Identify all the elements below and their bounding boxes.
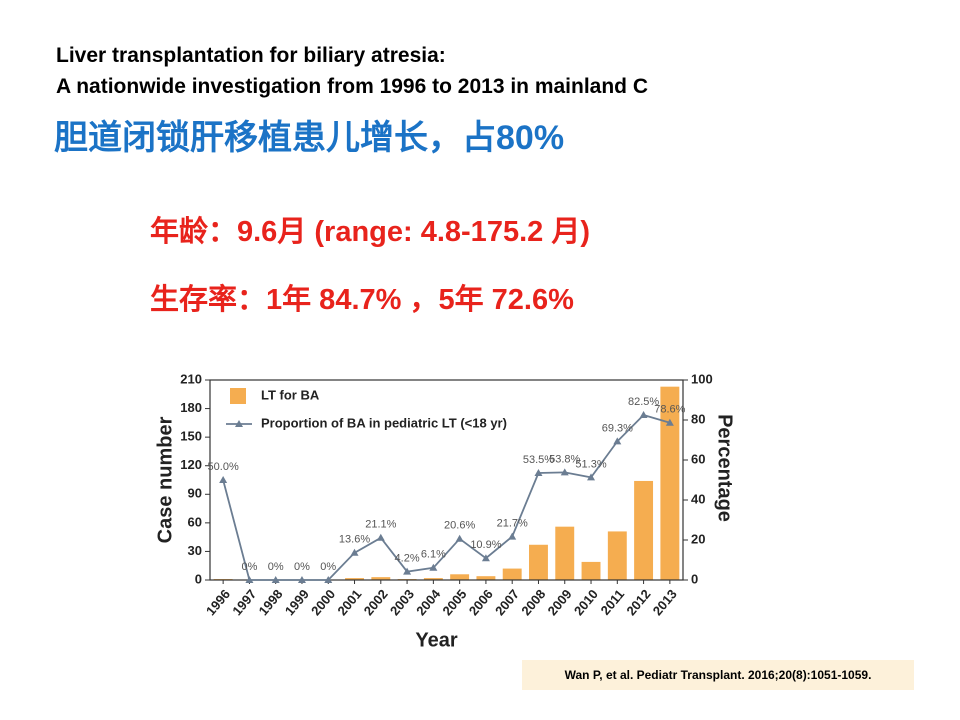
line-marker (376, 533, 385, 541)
legend-label: Proportion of BA in pediatric LT (<18 yr… (261, 415, 507, 430)
data-label: 4.2% (395, 553, 420, 565)
x-tick-label: 1998 (256, 586, 286, 618)
bar (502, 568, 522, 580)
x-tick-label: 2010 (571, 586, 601, 618)
line (222, 413, 671, 581)
y2-tick-label: 100 (691, 371, 713, 386)
line-marker (534, 469, 543, 476)
line-marker (481, 554, 490, 562)
data-label: 51.3% (575, 458, 606, 470)
bar (371, 577, 391, 580)
bar (423, 578, 443, 580)
bar (660, 386, 680, 580)
x-tick-label: 1999 (282, 586, 312, 618)
data-label: 53.5% (523, 454, 554, 466)
bullet: 年龄：9.6月 (range: 4.8-175.2 月) (150, 216, 590, 248)
plot-frame (209, 379, 684, 581)
data-label: 78.6% (654, 404, 685, 416)
headline: 胆道闭锁肝移植患儿增长，占80% (54, 119, 565, 157)
y-axis-title: Case number (154, 416, 176, 543)
x-tick-label: 2002 (361, 586, 391, 618)
x-tick-label: 2011 (598, 586, 628, 617)
x-tick-label: 2009 (545, 586, 575, 618)
bar (476, 576, 496, 580)
y2-tick-label: 60 (691, 451, 705, 466)
y-tick-label: 210 (180, 371, 202, 386)
y2-tick-label: 20 (691, 531, 705, 546)
y-tick-label: 150 (180, 429, 202, 444)
data-label: 53.8% (549, 453, 580, 465)
citation: Wan P, et al. Pediatr Transplant. 2016;2… (522, 660, 914, 690)
line-marker (324, 576, 333, 583)
y2-tick-label: 80 (691, 411, 705, 426)
line-marker (587, 473, 596, 481)
x-tick-label: 2000 (308, 586, 338, 618)
x-tick-label: 1997 (229, 586, 259, 618)
line-marker (508, 532, 517, 540)
x-tick-label: 2012 (623, 586, 653, 618)
x-tick-label: 2005 (439, 586, 469, 618)
y-tick-label: 120 (180, 457, 202, 472)
data-label: 6.1% (421, 549, 446, 561)
x-tick-label: 1996 (203, 586, 233, 618)
x-tick-label: 2013 (650, 586, 680, 618)
bar (634, 480, 654, 580)
title-line: A nationwide investigation from 1996 to … (56, 75, 649, 98)
line-marker (639, 411, 648, 418)
x-tick-label: 2007 (492, 586, 522, 618)
line-marker (219, 476, 228, 483)
y-tick-label: 90 (188, 486, 202, 501)
x-tick-label: 2001 (334, 586, 364, 618)
data-label: 10.9% (470, 539, 501, 551)
y-tick-label: 180 (180, 400, 202, 415)
data-label: 0% (320, 561, 336, 573)
line-marker (245, 576, 254, 583)
line-marker (560, 468, 569, 476)
bar (581, 561, 601, 580)
x-tick-label: 2003 (387, 586, 417, 618)
line-marker (613, 437, 622, 445)
line-marker (429, 563, 438, 571)
line-marker (350, 548, 359, 556)
line-marker (455, 534, 464, 542)
bar (529, 544, 548, 580)
bar (450, 574, 470, 580)
y2-tick-label: 0 (691, 571, 698, 586)
x-tick-label: 2004 (413, 586, 444, 618)
legend-label: LT for BA (261, 387, 320, 402)
bullet: 生存率：1年 84.7% ，5年 72.6% (150, 284, 574, 316)
y-tick-label: 60 (188, 514, 202, 529)
y2-tick-label: 40 (691, 491, 705, 506)
line-marker (271, 576, 280, 583)
bar (345, 578, 364, 580)
data-label: 50.0% (208, 461, 239, 473)
line-marker (665, 418, 674, 426)
y2-axis-title: Percentage (714, 414, 736, 522)
data-label: 0% (241, 561, 257, 573)
data-label: 69.3% (602, 422, 633, 434)
line-marker (403, 567, 412, 575)
x-axis-title: Year (415, 629, 457, 651)
data-label: 0% (268, 561, 284, 573)
data-label: 0% (294, 561, 310, 573)
data-label: 13.6% (339, 534, 370, 546)
legend-swatch (230, 388, 246, 404)
x-tick-label: 2008 (518, 586, 548, 618)
bar (555, 526, 575, 580)
x-tick-label: 2006 (466, 586, 496, 618)
y-tick-label: 0 (195, 571, 202, 586)
data-label: 21.1% (365, 519, 396, 531)
data-label: 20.6% (444, 520, 475, 532)
data-label: 21.7% (497, 518, 528, 530)
y-tick-label: 30 (188, 543, 202, 558)
data-label: 82.5% (628, 396, 659, 408)
title-line: Liver transplantation for biliary atresi… (56, 44, 446, 67)
bar (607, 531, 627, 580)
legend-swatch (235, 420, 243, 427)
line-marker (297, 576, 306, 583)
